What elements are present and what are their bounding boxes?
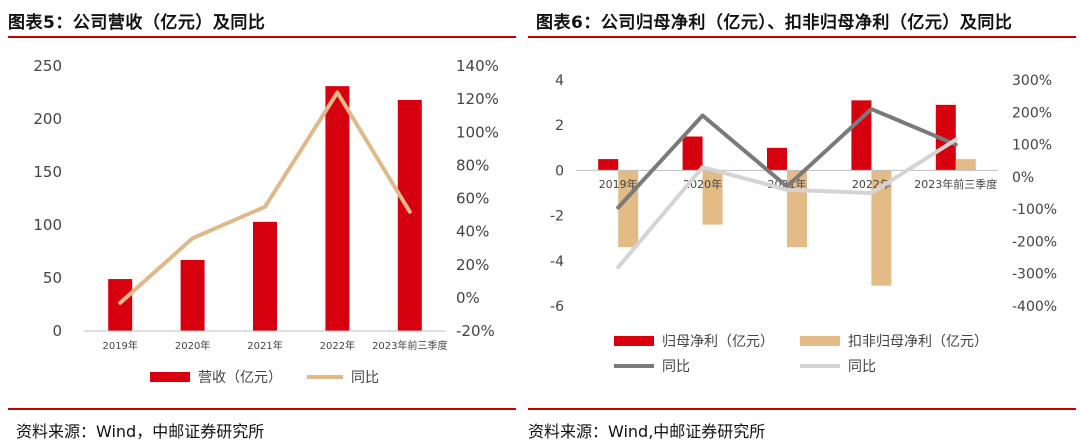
right-y-left-tick: 0	[555, 163, 564, 179]
left-y-left-tick: 50	[43, 269, 62, 287]
right-source-note: 资料来源：Wind,中邮证券研究所	[528, 422, 766, 441]
left-bar	[253, 221, 277, 331]
left-y-left-tick: 150	[33, 163, 62, 181]
right-y-right-tick: -400%	[1012, 299, 1057, 315]
left-y-right-tick: 20%	[456, 256, 489, 274]
left-y-left-tick: 0	[52, 322, 62, 340]
left-bar	[325, 86, 350, 331]
left-y-right-tick: 40%	[456, 223, 489, 241]
right-chart: -6 -4 -2 0 2 4 -400% -300% -200% -100% 0% 100% 200% 3…	[550, 73, 1057, 375]
right-y-right-tick: -100%	[1012, 202, 1057, 218]
left-y-right-tick: 100%	[456, 123, 499, 141]
left-source-note: 资料来源：Wind，中邮证券研究所	[16, 422, 265, 441]
right-y-right-tick: 0%	[1012, 170, 1034, 186]
left-chart: 0 50 100 150 200 250 -20% 0% 20% 40% 60% 80% 100% 120…	[33, 57, 499, 386]
left-x-tick-label: 2023年前三季度	[372, 339, 447, 352]
left-y-left-tick: 250	[33, 57, 62, 75]
left-legend-label: 同比	[351, 370, 379, 386]
right-legend-swatch	[800, 336, 840, 346]
right-bar	[871, 170, 892, 286]
left-bar	[180, 259, 205, 331]
left-y-right-tick: 140%	[456, 57, 499, 75]
right-legend-label: 同比	[848, 359, 876, 375]
right-line-series	[616, 107, 958, 210]
right-legend-label: 归母净利（亿元）	[662, 333, 774, 350]
right-legend-label: 同比	[662, 359, 690, 375]
left-y-right-tick: 60%	[456, 190, 489, 208]
right-bar	[935, 104, 956, 171]
right-y-right-tick: -300%	[1012, 267, 1057, 283]
right-y-right-tick: -200%	[1012, 234, 1057, 250]
right-legend-label: 扣非归母净利（亿元）	[848, 333, 988, 350]
right-chart-title: 图表6：公司归母净利（亿元）、扣非归母净利（亿元）及同比	[536, 13, 1013, 33]
left-y-right-tick: 120%	[456, 90, 499, 108]
right-bar	[767, 147, 787, 171]
right-y-right-tick: 200%	[1012, 105, 1052, 121]
left-legend-swatch	[150, 372, 190, 382]
right-legend-swatch	[614, 336, 654, 346]
right-y-left-tick: 4	[555, 73, 564, 89]
left-x-tick-label: 2019年	[102, 339, 137, 352]
left-legend-label: 营收（亿元）	[198, 370, 282, 386]
right-x-tick-label: 2019年	[599, 177, 638, 191]
right-y-left-tick: -4	[550, 254, 564, 270]
left-y-left-tick: 100	[33, 216, 62, 234]
left-y-right-tick: 0%	[456, 289, 480, 307]
right-panel: 图表6：公司归母净利（亿元）、扣非归母净利（亿元）及同比 -6 -4 -2 0 2 4 -4…	[528, 0, 1080, 443]
left-x-tick-label: 2022年	[320, 339, 355, 352]
right-y-left-tick: -6	[550, 299, 564, 315]
left-y-left-tick: 200	[33, 110, 62, 128]
right-y-left-tick: -2	[550, 209, 564, 225]
right-y-right-tick: 100%	[1012, 138, 1052, 154]
left-panel: 图表5：公司营收（亿元）及同比 0 50 100 150 200 250 -20% 0% 20%…	[0, 0, 528, 443]
right-bar	[702, 170, 723, 225]
left-y-right-tick: -20%	[456, 322, 495, 340]
left-bar	[108, 279, 133, 331]
right-bar	[851, 100, 872, 171]
right-title-rule	[528, 36, 1076, 38]
right-bar	[598, 159, 619, 171]
left-title-rule	[8, 36, 516, 38]
right-y-right-tick: 300%	[1012, 73, 1052, 89]
left-chart-title: 图表5：公司营收（亿元）及同比	[8, 13, 266, 33]
left-x-tick-label: 2020年	[175, 339, 210, 352]
left-bottom-rule	[8, 408, 516, 410]
right-line-series	[616, 137, 958, 270]
right-bar	[955, 159, 976, 171]
left-x-tick-label: 2021年	[247, 339, 282, 352]
left-bar	[397, 99, 422, 331]
right-bar	[682, 136, 703, 171]
right-y-left-tick: 2	[555, 118, 564, 134]
right-x-tick-label: 2023年前三季度	[914, 177, 997, 191]
left-line-series	[118, 90, 412, 305]
right-bottom-rule	[528, 408, 1076, 410]
left-y-right-tick: 80%	[456, 156, 489, 174]
